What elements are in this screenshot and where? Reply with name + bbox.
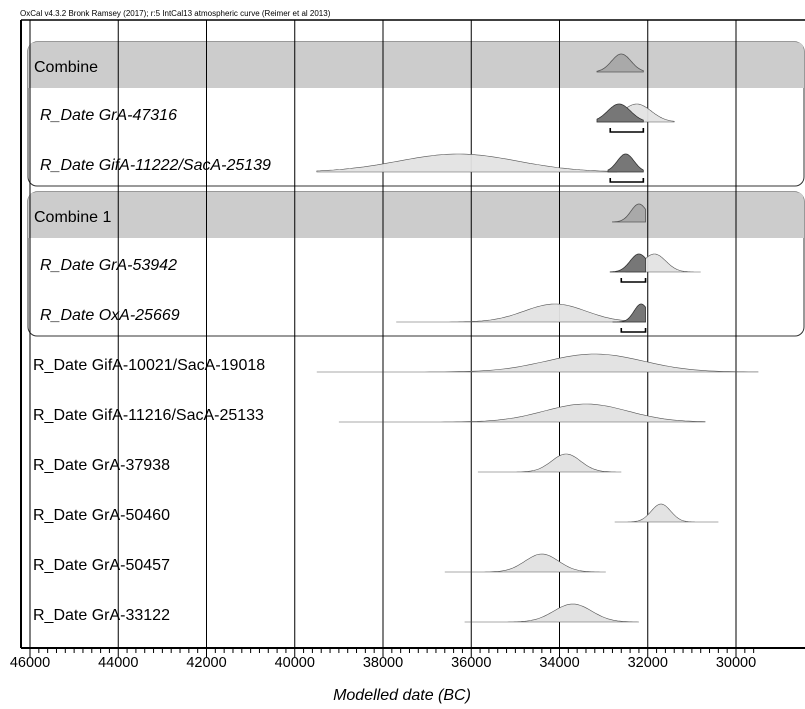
x-axis-title: Modelled date (BC) (333, 687, 471, 704)
row-label: R_Date GrA-53942 (40, 257, 177, 274)
hpd-bracket (609, 128, 645, 133)
prior-density (464, 603, 639, 623)
x-tick-label: 44000 (98, 655, 138, 671)
posterior-density (607, 153, 644, 173)
x-tick-label: 42000 (186, 655, 226, 671)
row-label: R_Date GrA-50460 (33, 507, 170, 524)
x-tick-label: 34000 (539, 655, 579, 671)
hpd-bracket (620, 278, 647, 283)
combine-density-2 (612, 203, 646, 223)
row-label: R_Date GrA-47316 (40, 107, 177, 124)
row-label: R_Date GifA-11222/SacA-25139 (40, 157, 271, 174)
row-label: R_Date GifA-11216/SacA-25133 (33, 407, 264, 424)
row-label: R_Date GrA-37938 (33, 457, 170, 474)
row-label: R_Date OxA-25669 (40, 307, 180, 324)
x-tick-label: 36000 (451, 655, 491, 671)
group-header-band-2 (28, 192, 804, 238)
prior-density (444, 553, 606, 573)
prior-density (316, 153, 618, 173)
hpd-bracket (620, 328, 647, 333)
posterior-density (596, 103, 644, 123)
hpd-bracket (609, 178, 645, 183)
prior-density (338, 403, 706, 423)
group-header-band-1 (28, 42, 804, 88)
x-tick-label: 32000 (628, 655, 668, 671)
group-label-1: Combine (34, 59, 98, 76)
posterior-density (609, 253, 646, 273)
x-tick-label: 38000 (363, 655, 403, 671)
row-label: R_Date GrA-50457 (33, 557, 170, 574)
posterior-density (612, 303, 646, 323)
x-tick-label: 30000 (716, 655, 756, 671)
x-tick-label: 40000 (275, 655, 315, 671)
prior-density (477, 453, 622, 473)
software-credit: OxCal v4.3.2 Bronk Ramsey (2017); r:5 In… (20, 9, 331, 18)
combine-density-1 (596, 53, 644, 73)
x-tick-label: 46000 (10, 655, 50, 671)
prior-density (396, 303, 646, 323)
prior-density (614, 503, 719, 523)
prior-density (316, 353, 759, 373)
row-label: R_Date GifA-10021/SacA-19018 (33, 357, 265, 374)
row-label: R_Date GrA-33122 (33, 607, 170, 624)
group-label-2: Combine 1 (34, 209, 111, 226)
